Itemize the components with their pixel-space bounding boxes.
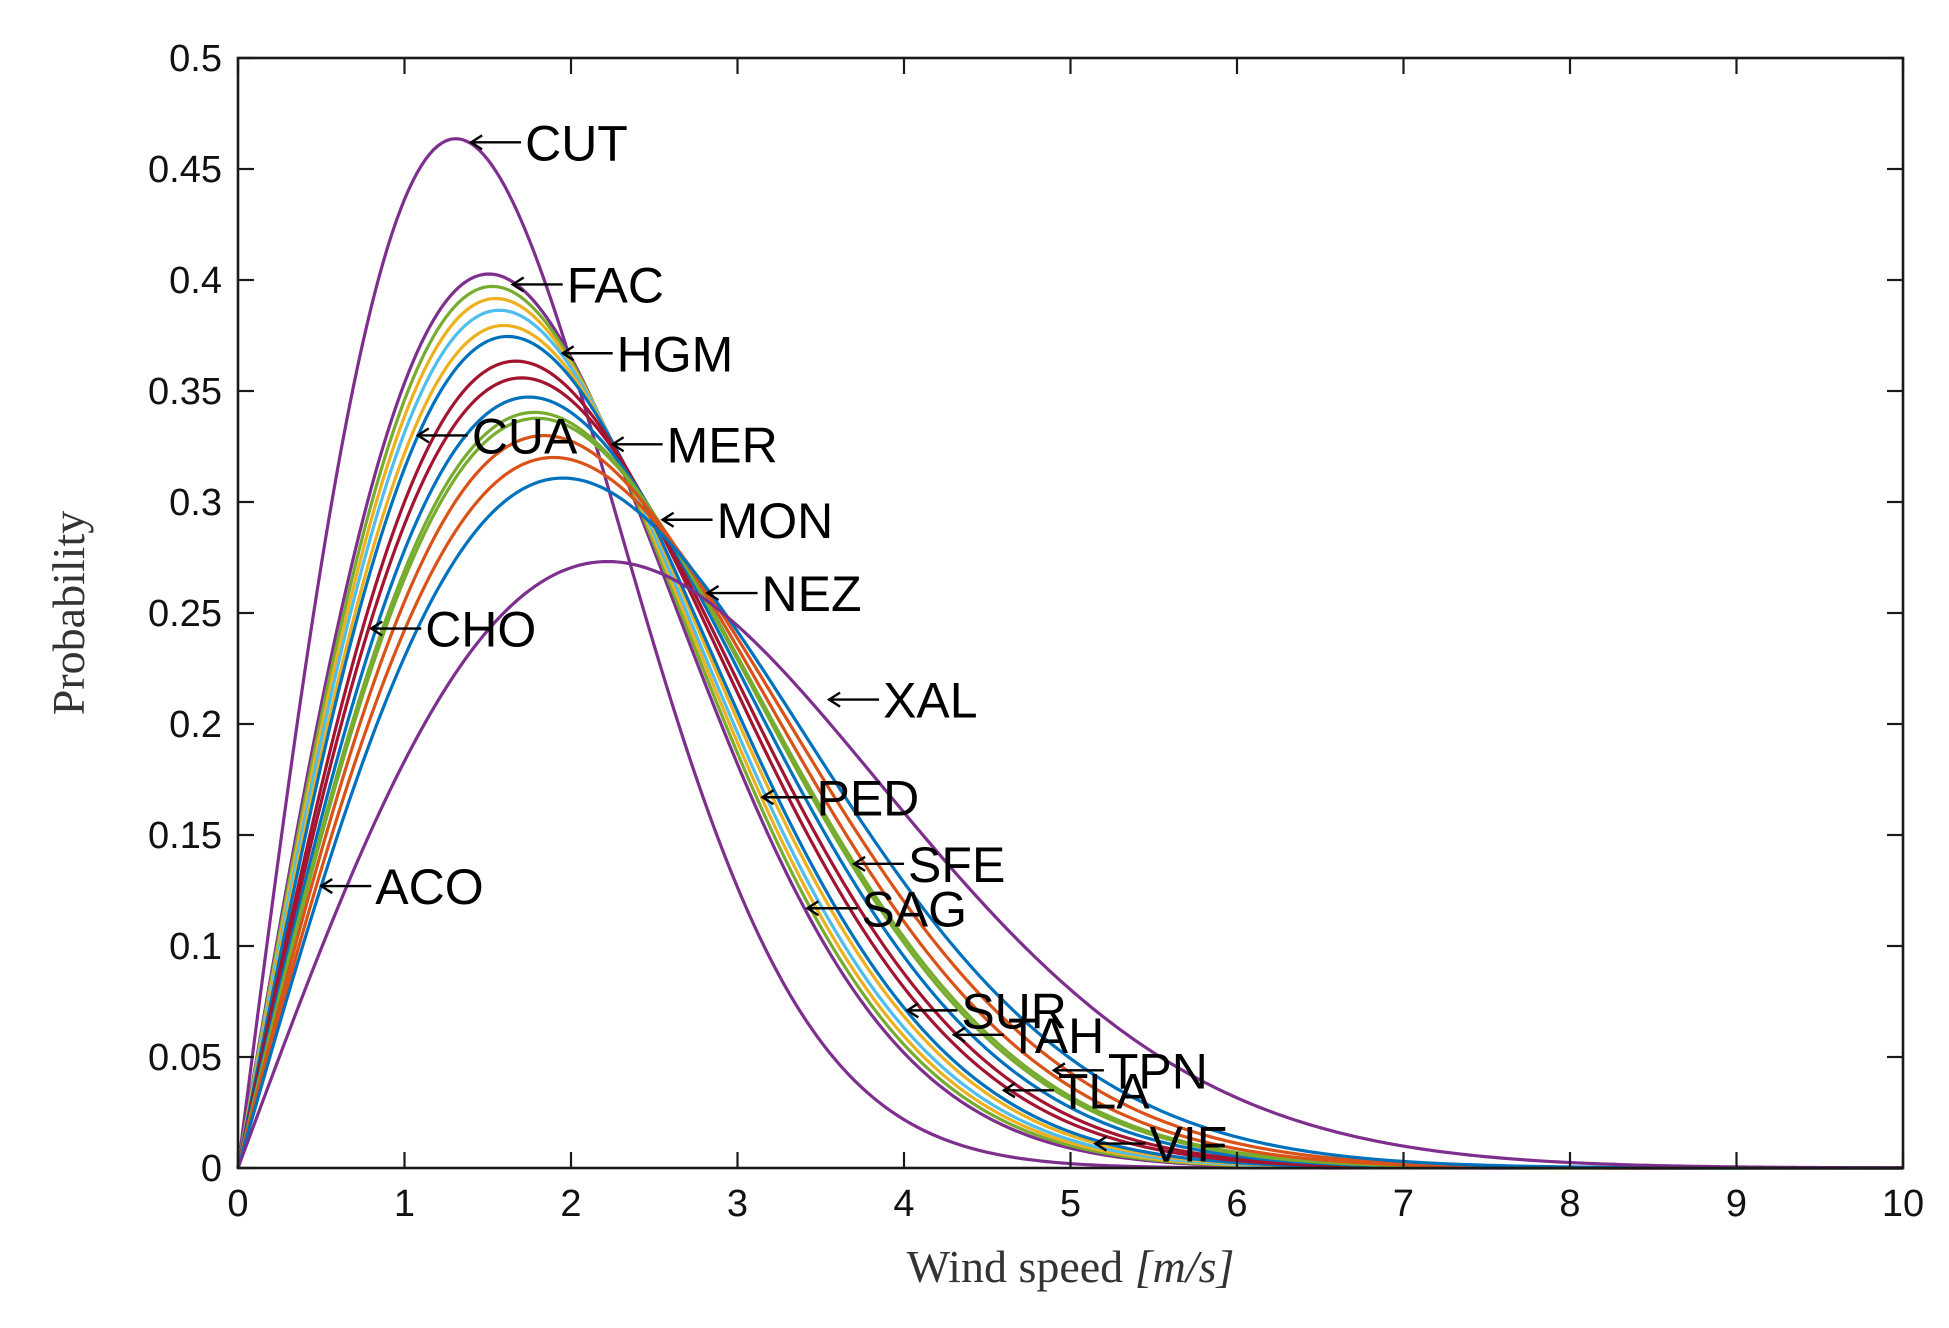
annotation-arrowhead (705, 585, 720, 602)
y-tick-label: 0.25 (148, 593, 222, 635)
annotation-arrowhead (319, 878, 333, 895)
annotation-arrowhead (1093, 1135, 1108, 1152)
annotation-cut: CUT (468, 115, 628, 171)
annotation-arrowhead (368, 620, 383, 637)
y-tick-label: 0.45 (148, 149, 222, 191)
annotation-label: FAC (567, 257, 664, 313)
annotation-arrowhead (826, 691, 841, 708)
y-tick-label: 0.35 (148, 371, 222, 413)
annotation-label: MER (667, 417, 778, 473)
x-tick-label: 6 (1226, 1183, 1247, 1225)
series-line-xal (236, 559, 1904, 1170)
annotation-label: SUR (961, 983, 1067, 1039)
annotation-arrowhead (1001, 1082, 1016, 1099)
x-tick-label: 9 (1726, 1183, 1747, 1225)
x-axis-title: Wind speed [m/s] (907, 1241, 1235, 1292)
x-tick-label: 3 (727, 1183, 748, 1225)
y-tick-label: 0.4 (169, 260, 222, 302)
annotation-label: CHO (425, 602, 536, 658)
y-axis-title: Probability (43, 511, 94, 715)
y-tick-label: 0.05 (148, 1037, 222, 1079)
y-axis: 0 0.05 0.1 0.15 0.2 0.25 0.3 0.35 0.4 0.45 0.5 (148, 38, 1903, 1190)
y-tick-label: 0.15 (148, 815, 222, 857)
annotation-label: SFE (908, 837, 1005, 893)
y-tick-label: 0 (201, 1148, 222, 1190)
annotation-sur: SUR (905, 983, 1067, 1039)
x-tick-label: 8 (1559, 1183, 1580, 1225)
annotation-label: ACO (375, 859, 483, 915)
annotation-arrowhead (805, 900, 820, 917)
x-tick-label: 7 (1393, 1183, 1414, 1225)
annotation-nez: NEZ (705, 566, 862, 622)
annotation-sfe: SFE (851, 837, 1005, 893)
x-axis-title-unit: [m/s] (1135, 1241, 1235, 1292)
annotation-arrowhead (468, 134, 483, 151)
annotation-label: TPN (1108, 1043, 1208, 1099)
y-tick-label: 0.3 (169, 482, 222, 524)
annotation-arrowhead (760, 789, 775, 806)
annotation-arrowhead (610, 436, 625, 453)
annotation-label: XAL (883, 673, 978, 729)
annotation-arrowhead (951, 1026, 966, 1043)
annotation-arrowhead (660, 511, 675, 528)
x-axis-title-main: Wind speed (907, 1241, 1135, 1292)
x-tick-label: 4 (893, 1183, 914, 1225)
annotation-fac: FAC (510, 257, 664, 313)
annotation-label: CUT (525, 115, 628, 171)
x-tick-label: 1 (394, 1183, 415, 1225)
annotation-label: NEZ (762, 566, 862, 622)
annotation-label: PED (816, 770, 919, 826)
annotation-arrowhead (905, 1002, 919, 1019)
annotation-label: TAH (1008, 1008, 1104, 1064)
annotation-label: SAG (861, 881, 967, 937)
annotation-label: CUA (472, 408, 578, 464)
annotation-label: VIF (1149, 1117, 1227, 1173)
annotation-label: HGM (617, 326, 734, 382)
annotation-mon: MON (660, 493, 834, 549)
annotation-sag: SAG (805, 881, 967, 937)
annotation-label: TLA (1058, 1063, 1150, 1119)
annotation-arrowhead (851, 855, 866, 872)
annotation-ped: PED (760, 770, 919, 826)
annotation-tah: TAH (951, 1008, 1104, 1064)
y-tick-label: 0.5 (169, 38, 222, 80)
y-tick-label: 0.1 (169, 926, 222, 968)
annotation-vif: VIF (1093, 1117, 1227, 1173)
annotation-arrowhead (510, 276, 525, 293)
annotation-arrowhead (415, 427, 430, 444)
annotation-tpn: TPN (1051, 1043, 1208, 1099)
annotation-cho: CHO (368, 602, 536, 658)
annotation-tla: TLA (1001, 1063, 1150, 1119)
annotation-mer: MER (610, 417, 778, 473)
x-tick-label: 5 (1060, 1183, 1081, 1225)
annotation-arrowhead (1051, 1062, 1066, 1079)
x-tick-label: 10 (1882, 1183, 1924, 1225)
y-tick-label: 0.2 (169, 704, 222, 746)
x-tick-label: 2 (560, 1183, 581, 1225)
annotation-aco: ACO (319, 859, 484, 915)
annotation-xal: XAL (826, 673, 978, 729)
annotation-hgm: HGM (560, 326, 734, 382)
x-axis: 0 1 2 3 4 5 6 7 8 9 10 (227, 58, 1924, 1225)
annotation-label: MON (717, 493, 834, 549)
annotation-arrowhead (560, 345, 575, 362)
annotation-cua: CUA (415, 408, 578, 464)
x-tick-label: 0 (227, 1183, 248, 1225)
